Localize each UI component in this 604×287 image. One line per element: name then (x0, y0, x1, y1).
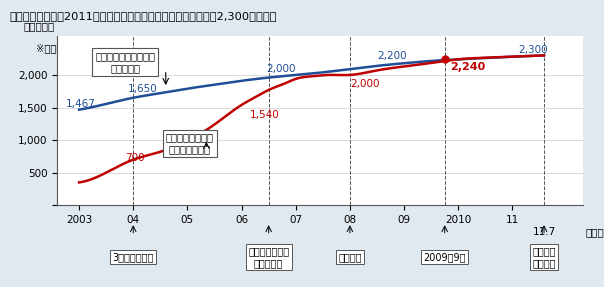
Text: 1,467: 1,467 (65, 99, 95, 109)
Text: 2,300: 2,300 (518, 45, 547, 55)
Text: アナログ
放送停止: アナログ 放送停止 (532, 246, 556, 268)
Text: 2,200: 2,200 (377, 51, 406, 61)
Text: （年）: （年） (585, 227, 604, 237)
Text: ワールドカップ
ドイツ大会: ワールドカップ ドイツ大会 (248, 246, 289, 268)
Text: 1,650: 1,650 (128, 84, 158, 94)
Text: （万加入）: （万加入） (23, 21, 54, 31)
Text: ※　地上デジタル推進全国会議「デジタル放送推進のための行動計画(第9次)」より: ※ 地上デジタル推進全国会議「デジタル放送推進のための行動計画(第9次)」より (36, 44, 269, 54)
Text: 700: 700 (125, 153, 145, 163)
Text: 2009年9月: 2009年9月 (423, 252, 466, 262)
Text: 2,240: 2,240 (450, 62, 486, 72)
Text: 1,540: 1,540 (249, 110, 280, 120)
Text: 地上デジタル放送
視聴可能世帯数: 地上デジタル放送 視聴可能世帯数 (165, 133, 214, 154)
Text: 北京五輪: 北京五輪 (338, 252, 362, 262)
Text: 3大広域圈開始: 3大広域圈開始 (112, 252, 154, 262)
Text: 11.7: 11.7 (532, 227, 556, 237)
Text: 2,000: 2,000 (350, 79, 379, 89)
Text: 2,000: 2,000 (266, 64, 295, 74)
Text: ・最終普及目標　2011年初頭までに全加入世帯（予測；最大約2,300万世帯）: ・最終普及目標 2011年初頭までに全加入世帯（予測；最大約2,300万世帯） (9, 11, 277, 21)
Text: ケーブルテレビ全体の
加入世帯数: ケーブルテレビ全体の 加入世帯数 (95, 51, 155, 73)
